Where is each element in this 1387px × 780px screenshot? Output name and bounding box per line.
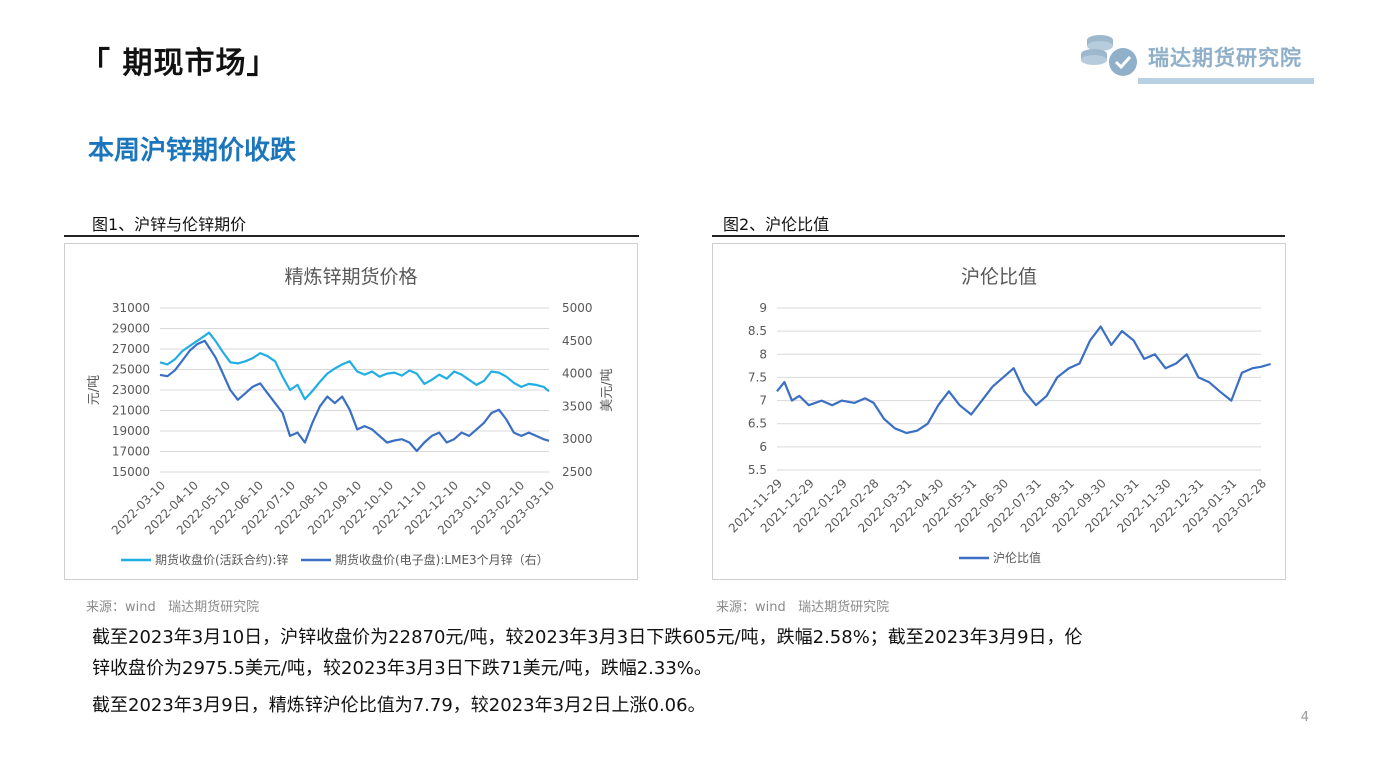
ratio-chart: 沪伦比值 5.5 6 6.5 7 7.5 8 8.5 9 2021-11-29 2021-12-2…	[712, 243, 1286, 580]
y-tick-label: 6	[759, 440, 767, 454]
section-title: 「 期现市场」	[80, 46, 278, 81]
company-logo: 瑞达期货研究院	[1078, 28, 1318, 86]
y2-tick-label: 4500	[562, 334, 593, 348]
y-tick-label: 23000	[112, 383, 150, 397]
chart1-plot: 15000 17000 19000 21000 23000 25000 27000 29000…	[87, 301, 615, 567]
figure2-rule	[712, 235, 1285, 237]
figure2-caption: 图2、沪伦比值	[723, 215, 830, 234]
y-tick-label: 15000	[112, 465, 150, 479]
y-tick-label: 17000	[112, 445, 150, 459]
logo-underline	[1138, 78, 1314, 84]
y2-axis-title: 美元/吨	[600, 368, 615, 411]
legend-label: 期货收盘价(电子盘):LME3个月锌（右）	[335, 552, 549, 567]
chart2-plot: 5.566.577.588.592021-11-292021-12-292022…	[726, 301, 1271, 565]
zinc-price-chart: 精炼锌期货价格 15000 17000 19000 21000 23000 25000 27…	[64, 243, 638, 580]
y-tick-label: 7.5	[748, 370, 767, 384]
y2-tick-label: 4000	[562, 367, 593, 381]
chart2-title: 沪伦比值	[960, 266, 1037, 288]
page-number: 4	[1300, 710, 1309, 725]
y2-tick-label: 3500	[562, 399, 593, 413]
y2-tick-label: 5000	[562, 301, 593, 315]
logo-text: 瑞达期货研究院	[1148, 46, 1302, 70]
figure1-caption: 图1、沪锌与伦锌期价	[92, 215, 247, 234]
y-axis-title: 元/吨	[87, 375, 102, 405]
y-tick-label: 25000	[112, 363, 150, 377]
summary-line-1: 截至2023年3月10日，沪锌收盘价为22870元/吨，较2023年3月3日下跌…	[92, 627, 1083, 648]
y-tick-label: 9	[759, 301, 767, 315]
y2-tick-label: 2500	[562, 465, 593, 479]
page-subheading: 本周沪锌期价收跌	[88, 136, 297, 166]
figure1-rule	[64, 235, 639, 237]
summary-paragraph-2: 截至2023年3月9日，精炼锌沪伦比值为7.79，较2023年3月2日上涨0.0…	[92, 695, 706, 716]
legend-label: 沪伦比值	[993, 550, 1041, 565]
coins-icon	[1081, 35, 1137, 76]
y2-tick-label: 3000	[562, 432, 593, 446]
y-tick-label: 27000	[112, 342, 150, 356]
y-tick-label: 7	[759, 394, 767, 408]
series-line-1	[159, 331, 550, 401]
y-tick-label: 31000	[112, 301, 150, 315]
series-line-1	[776, 325, 1271, 435]
y-tick-label: 8	[759, 347, 767, 361]
figure2-source: 来源：wind 瑞达期货研究院	[716, 600, 890, 615]
summary-paragraph-1: 截至2023年3月10日，沪锌收盘价为22870元/吨，较2023年3月3日下跌…	[92, 622, 1083, 684]
legend-label: 期货收盘价(活跃合约):锌	[155, 552, 288, 567]
y-tick-label: 19000	[112, 424, 150, 438]
y-tick-label: 21000	[112, 404, 150, 418]
figure1-source: 来源：wind 瑞达期货研究院	[86, 600, 260, 615]
series-line-2	[159, 339, 550, 453]
chart1-title: 精炼锌期货价格	[284, 266, 418, 288]
y-tick-label: 29000	[112, 322, 150, 336]
summary-line-2: 锌收盘价为2975.5美元/吨，较2023年3月3日下跌71美元/吨，跌幅2.3…	[92, 658, 712, 679]
y-tick-label: 6.5	[748, 417, 767, 431]
y-tick-label: 8.5	[748, 324, 767, 338]
y-tick-label: 5.5	[748, 463, 767, 477]
